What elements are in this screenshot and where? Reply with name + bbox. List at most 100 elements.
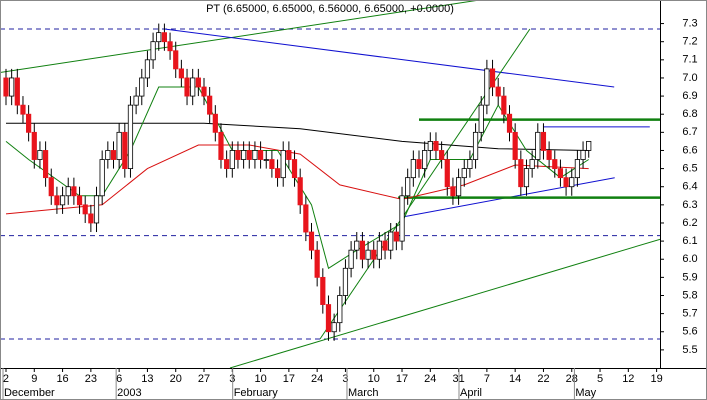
candle-body [235, 150, 241, 160]
candle-body [552, 159, 558, 169]
month-label: March [348, 387, 379, 399]
x-tick-label: 14 [509, 373, 521, 385]
candle-body [274, 168, 281, 179]
candle-body [263, 159, 269, 161]
candle-body [427, 140, 433, 151]
candle-body [161, 32, 168, 43]
candle-body [224, 159, 230, 169]
x-tick-label: 6 [116, 373, 122, 385]
candle-body [127, 104, 134, 169]
candle-body [444, 159, 450, 188]
candle-body [122, 131, 128, 169]
x-tick-label: 16 [56, 373, 68, 385]
x-tick-label: 23 [85, 373, 97, 385]
y-tick-label: 5.6 [682, 326, 697, 338]
candle-body [291, 159, 298, 179]
candle-body [314, 249, 320, 278]
y-tick-label: 7.2 [682, 36, 697, 48]
candle-body [173, 50, 179, 70]
candle-body [207, 95, 213, 115]
candle-body [42, 150, 49, 179]
candle-body [280, 150, 286, 179]
candle-body [201, 86, 207, 97]
candle-body [439, 150, 445, 160]
candle-body [529, 159, 535, 169]
candle-body [557, 168, 564, 179]
candle-body [348, 249, 354, 269]
candle-body [574, 159, 581, 179]
y-tick-label: 6.7 [682, 126, 697, 138]
candle-body [393, 231, 399, 242]
x-tick-label: 17 [396, 373, 408, 385]
candle-body [48, 177, 54, 197]
candle-body [257, 150, 264, 160]
y-tick-label: 7.3 [682, 17, 697, 29]
candle-body [31, 131, 37, 160]
x-tick-label: 17 [283, 373, 295, 385]
month-label: April [460, 387, 482, 399]
candle-body [3, 77, 9, 97]
x-tick-label: 12 [622, 373, 634, 385]
x-tick-label: 10 [254, 373, 266, 385]
y-tick-label: 6.0 [682, 253, 697, 265]
candle-body [82, 204, 88, 215]
candle-body [546, 150, 552, 160]
x-tick-label: 5 [597, 373, 603, 385]
candle-body [297, 177, 303, 206]
y-tick-label: 7.0 [682, 72, 697, 84]
candle-body [354, 240, 360, 251]
candle-body [150, 41, 156, 61]
candle-body [26, 113, 32, 133]
candle-body [455, 177, 462, 197]
candle-body [229, 150, 235, 169]
x-tick-label: 2 [3, 373, 9, 385]
candle-body [365, 249, 371, 260]
candle-body [76, 195, 83, 206]
candle-body [116, 131, 122, 160]
candle-body [195, 77, 201, 88]
candle-body [20, 104, 26, 115]
candle-body [88, 213, 94, 224]
plot-area [0, 0, 660, 368]
candle-body [54, 195, 60, 206]
candle-body [337, 295, 343, 324]
month-label: May [575, 387, 596, 399]
candle-body [71, 186, 77, 197]
x-tick-label: 28 [566, 373, 578, 385]
candle-body [325, 304, 332, 333]
candle-body [331, 322, 337, 333]
candle-body [320, 276, 326, 305]
candle-body [523, 168, 530, 188]
candle-body [416, 159, 422, 169]
y-tick-label: 6.2 [682, 217, 697, 229]
y-tick-label: 6.3 [682, 199, 697, 211]
candle-body [506, 113, 513, 133]
trend-line [229, 238, 660, 368]
candle-body [190, 77, 196, 97]
candle-body [405, 177, 411, 197]
x-tick-label: 3 [342, 373, 348, 385]
y-tick-label: 6.9 [682, 90, 697, 102]
candle-body [65, 186, 71, 197]
candle-body [422, 150, 428, 169]
candle-body [286, 150, 292, 160]
x-tick-label: 24 [311, 373, 323, 385]
y-tick-label: 6.5 [682, 162, 697, 174]
candle-body [59, 195, 66, 206]
candle-body [167, 41, 173, 52]
candle-body [37, 150, 43, 160]
chart-title: PT (6.65000, 6.65000, 6.56000, 6.65000, … [206, 3, 454, 15]
x-tick-label: 9 [31, 373, 37, 385]
candle-body [586, 140, 592, 151]
candle-body [246, 150, 252, 160]
candle-body [105, 150, 111, 160]
candle-body [580, 150, 586, 160]
candle-body [495, 86, 501, 97]
x-tick-label: 7 [484, 373, 490, 385]
candle-body [512, 131, 518, 160]
candle-body [218, 131, 224, 160]
candle-body [563, 177, 569, 188]
